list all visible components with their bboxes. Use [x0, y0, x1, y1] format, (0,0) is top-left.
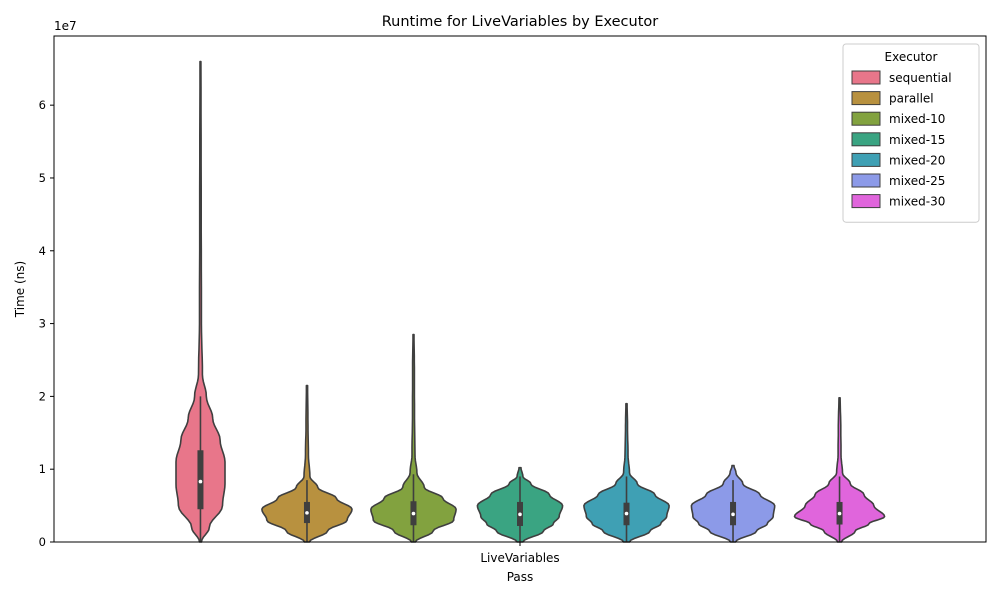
legend-item-sequential: sequential: [851, 70, 952, 85]
chart-title: Runtime for LiveVariables by Executor: [382, 14, 659, 30]
violin-sequential: [175, 60, 226, 543]
legend-swatch: [851, 91, 881, 106]
median-dot: [198, 479, 203, 484]
y-tick-label: 0: [39, 535, 46, 549]
violin-mixed-10: [370, 333, 457, 543]
x-axis: LiveVariables: [480, 542, 560, 565]
median-dot: [305, 511, 309, 515]
median-dot: [837, 511, 842, 516]
legend-label: parallel: [889, 92, 934, 106]
y-tick-label: 3: [39, 317, 46, 331]
y-axis: 0 1 2 3 4 5 6: [39, 98, 54, 549]
violin-body: [583, 402, 670, 543]
x-tick-label: LiveVariables: [480, 551, 559, 565]
legend-item-mixed-20: mixed-20: [851, 152, 945, 167]
legend-label: mixed-25: [889, 174, 945, 188]
iqr-box: [197, 450, 204, 510]
legend-item-mixed-10: mixed-10: [851, 111, 945, 126]
y-tick-label: 4: [39, 244, 46, 258]
legend-label: mixed-10: [889, 112, 945, 126]
violin-body: [793, 397, 886, 543]
legend-swatch: [851, 194, 881, 209]
legend-item-mixed-25: mixed-25: [851, 173, 945, 188]
violin-mixed-25: [690, 464, 776, 543]
legend-label: mixed-30: [889, 195, 945, 209]
x-axis-label: Pass: [507, 570, 534, 584]
violin-mixed-15: [476, 466, 564, 543]
violin-body: [261, 384, 353, 543]
median-dot: [411, 511, 416, 516]
legend: Executor sequential parallel mixed-10 mixed-…: [842, 43, 980, 223]
median-dot: [518, 512, 522, 517]
violin-body: [175, 60, 226, 543]
legend-label: mixed-20: [889, 153, 945, 167]
y-tick-label: 2: [39, 389, 46, 403]
legend-item-mixed-30: mixed-30: [851, 194, 945, 209]
violin-mixed-20: [583, 402, 670, 543]
legend-swatch: [851, 173, 881, 188]
median-dot: [731, 512, 735, 517]
legend-label: sequential: [889, 71, 952, 85]
violin-parallel: [261, 384, 353, 543]
violin-body: [370, 333, 457, 543]
y-axis-label: Time (ns): [13, 261, 27, 318]
legend-swatch: [851, 70, 881, 85]
violin-mixed-30: [793, 397, 886, 543]
legend-swatch: [851, 111, 881, 126]
legend-swatch: [851, 152, 881, 167]
y-scale-label: 1e7: [54, 19, 77, 33]
legend-swatch: [851, 132, 881, 147]
violins: [175, 60, 886, 543]
legend-item-parallel: parallel: [851, 91, 934, 106]
legend-title: Executor: [885, 50, 938, 64]
y-tick-label: 5: [39, 171, 46, 185]
median-dot: [624, 511, 629, 516]
legend-item-mixed-15: mixed-15: [851, 132, 945, 147]
y-tick-label: 1: [39, 462, 46, 476]
y-tick-label: 6: [39, 98, 46, 112]
legend-label: mixed-15: [889, 133, 945, 147]
